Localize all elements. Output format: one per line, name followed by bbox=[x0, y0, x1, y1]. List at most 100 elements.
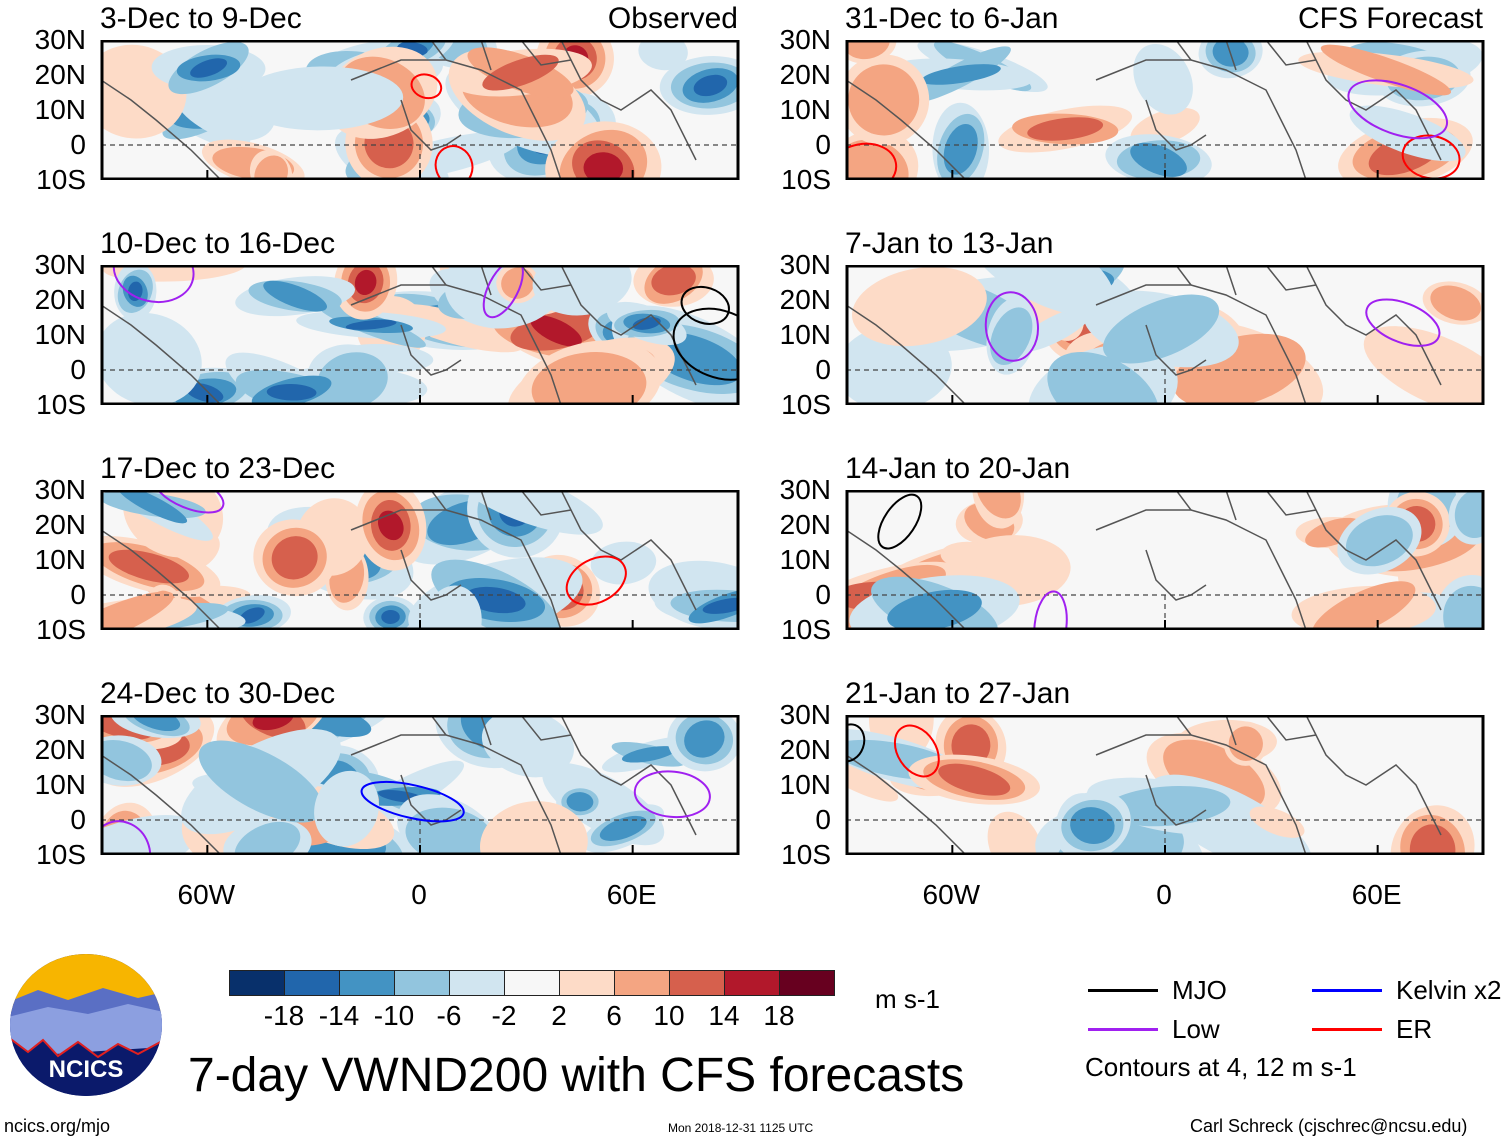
shading-blob bbox=[345, 319, 397, 330]
y-tick-label: 30N bbox=[779, 474, 831, 505]
coastline bbox=[1145, 324, 1207, 376]
coastline bbox=[1305, 715, 1442, 836]
coastline bbox=[846, 304, 967, 405]
shading-blob bbox=[238, 66, 404, 131]
shading-blob bbox=[987, 811, 1043, 855]
map-panel-plot bbox=[845, 265, 1485, 405]
contour-low bbox=[1033, 590, 1068, 630]
shading-blob bbox=[684, 720, 725, 758]
x-tick-label: 60E bbox=[606, 879, 657, 910]
legend-label: Kelvin x2 bbox=[1396, 975, 1502, 1005]
shading-blob bbox=[1047, 351, 1159, 405]
y-tick-label: 20N bbox=[779, 734, 831, 765]
contour-low bbox=[1347, 79, 1449, 140]
shading-blob bbox=[1130, 142, 1187, 177]
coastline bbox=[430, 40, 572, 71]
shading-blob bbox=[532, 265, 632, 316]
panel-frame bbox=[100, 265, 740, 405]
y-tick-label: 10N bbox=[34, 319, 86, 350]
y-tick-label: 20N bbox=[34, 509, 86, 540]
y-tick-label: 10N bbox=[779, 544, 831, 575]
map-panel bbox=[845, 40, 1485, 180]
y-tick-label: 30N bbox=[779, 249, 831, 280]
shading-blob bbox=[1430, 285, 1481, 321]
coastline bbox=[400, 324, 462, 376]
legend-line-kelvin-x2 bbox=[1312, 989, 1382, 992]
colorbar-swatch bbox=[339, 970, 395, 996]
y-tick-label: 30N bbox=[34, 249, 86, 280]
y-tick-label: 10S bbox=[36, 839, 86, 870]
shading-blob bbox=[117, 490, 188, 524]
logo-text: NCICS bbox=[49, 1056, 124, 1083]
coastline bbox=[1145, 774, 1207, 826]
shading-blob bbox=[530, 315, 582, 347]
shading-blob bbox=[234, 821, 301, 855]
shading-blob bbox=[481, 715, 574, 778]
contour-low bbox=[112, 265, 195, 303]
shading-blob bbox=[101, 312, 202, 405]
shading-blob bbox=[1454, 490, 1484, 539]
coastline bbox=[400, 774, 462, 826]
shading-blob bbox=[465, 586, 526, 614]
y-tick-label: 0 bbox=[70, 129, 86, 160]
colorbar-label: -14 bbox=[318, 1000, 360, 1031]
panel-frame bbox=[100, 490, 740, 630]
panel-title: 14-Jan to 20-Jan bbox=[845, 452, 1071, 485]
y-tick-label: 20N bbox=[34, 284, 86, 315]
colorbar-label: 10 bbox=[653, 1000, 685, 1031]
x-tick-label: 60E bbox=[1351, 879, 1402, 910]
shading-blob bbox=[354, 269, 377, 296]
shading-blob bbox=[1249, 806, 1305, 838]
shading-blob bbox=[990, 307, 1033, 365]
shading-blob bbox=[1228, 726, 1263, 761]
map-panel bbox=[100, 265, 740, 405]
shading-blob bbox=[846, 40, 890, 60]
map-panel-plot bbox=[100, 265, 740, 405]
y-tick-label: 0 bbox=[815, 354, 831, 385]
shading-blob bbox=[887, 589, 982, 630]
contour-er bbox=[434, 145, 474, 180]
y-tick-label: 10S bbox=[781, 614, 831, 645]
shading-blob bbox=[1409, 824, 1456, 855]
shading-blob bbox=[101, 814, 200, 855]
map-panel bbox=[845, 265, 1485, 405]
y-tick-label: 30N bbox=[779, 24, 831, 55]
y-tick-label: 30N bbox=[779, 699, 831, 730]
shading-blob bbox=[266, 384, 317, 401]
shading-blob bbox=[846, 139, 909, 180]
shading-blob bbox=[1027, 117, 1104, 141]
shading-blob bbox=[846, 324, 952, 405]
colorbar-label: 6 bbox=[606, 1000, 622, 1031]
panel-title: 3-Dec to 9-Dec bbox=[100, 2, 302, 35]
colorbar-swatch bbox=[559, 970, 615, 996]
map-panel bbox=[100, 40, 740, 180]
coastline bbox=[1175, 40, 1317, 71]
x-tick-label: 0 bbox=[1156, 879, 1172, 910]
map-panel-plot bbox=[845, 490, 1485, 630]
panel-title: 10-Dec to 16-Dec bbox=[100, 227, 336, 260]
footer-url[interactable]: ncics.org/mjo bbox=[4, 1116, 111, 1136]
x-tick-label: 60W bbox=[922, 879, 981, 910]
y-tick-label: 30N bbox=[34, 699, 86, 730]
map-panel-plot bbox=[100, 715, 740, 855]
legend-label: MJO bbox=[1172, 975, 1227, 1005]
contour-mjo bbox=[877, 493, 923, 550]
map-panel-plot bbox=[100, 490, 740, 630]
coastline bbox=[101, 79, 222, 180]
y-tick-label: 20N bbox=[779, 59, 831, 90]
coastline bbox=[1305, 490, 1442, 611]
contour-low bbox=[1365, 298, 1441, 347]
panel-frame bbox=[845, 265, 1485, 405]
colorbar-label: -10 bbox=[373, 1000, 415, 1031]
coastline bbox=[101, 529, 222, 630]
y-tick-label: 30N bbox=[34, 474, 86, 505]
shading-blob bbox=[1305, 517, 1362, 548]
y-tick-label: 30N bbox=[34, 24, 86, 55]
colorbar-label: -2 bbox=[491, 1000, 517, 1031]
map-panel-plot bbox=[845, 40, 1485, 180]
panel-title: 21-Jan to 27-Jan bbox=[845, 677, 1071, 710]
colorbar-label: -18 bbox=[263, 1000, 305, 1031]
shading-blob bbox=[101, 740, 152, 782]
coastline bbox=[1175, 265, 1317, 296]
shading-blob bbox=[479, 801, 588, 855]
